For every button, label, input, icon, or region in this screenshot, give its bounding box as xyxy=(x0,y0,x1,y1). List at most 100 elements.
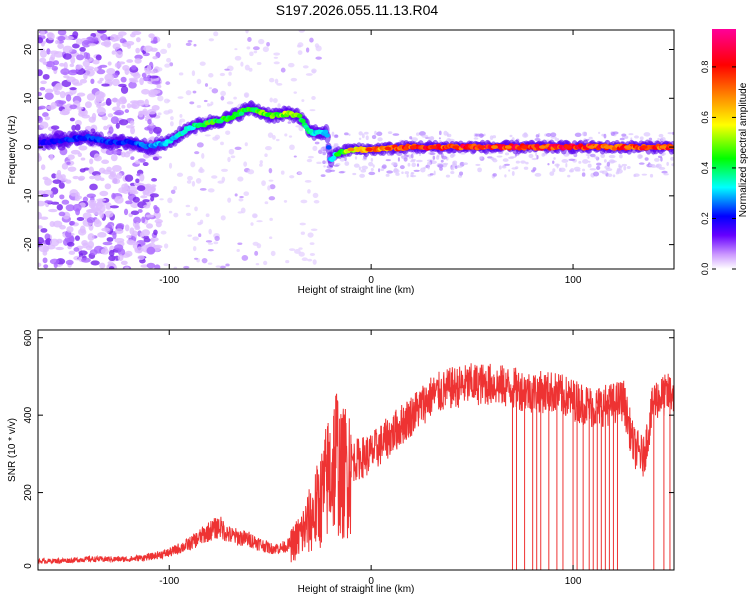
noise-blob xyxy=(79,225,86,234)
noise-blob xyxy=(59,194,65,200)
noise-blob xyxy=(552,168,556,173)
noise-blob xyxy=(655,164,660,168)
noise-blob xyxy=(237,176,244,182)
noise-blob xyxy=(153,204,158,210)
noise-blob xyxy=(492,135,497,139)
noise-blob xyxy=(619,137,625,141)
noise-blob xyxy=(255,262,260,266)
noise-blob xyxy=(574,132,582,137)
noise-blob xyxy=(87,209,94,213)
noise-blob xyxy=(185,212,192,217)
noise-blob xyxy=(409,156,412,159)
noise-blob xyxy=(149,75,159,79)
noise-blob xyxy=(550,136,557,139)
noise-blob xyxy=(581,172,586,177)
noise-blob xyxy=(177,96,184,99)
noise-blob xyxy=(410,153,414,159)
noise-blob xyxy=(501,165,507,169)
noise-blob xyxy=(81,257,91,263)
noise-blob xyxy=(348,133,351,137)
noise-blob xyxy=(515,160,520,164)
noise-blob xyxy=(126,103,132,109)
noise-blob xyxy=(298,30,306,33)
noise-blob xyxy=(358,166,361,171)
noise-blob xyxy=(261,180,266,186)
noise-blob xyxy=(104,210,114,218)
noise-blob xyxy=(67,241,75,247)
noise-blob xyxy=(289,175,295,179)
x-tick-label: 0 xyxy=(368,576,374,587)
noise-blob xyxy=(92,59,100,65)
noise-blob xyxy=(99,262,106,269)
noise-blob xyxy=(621,133,627,137)
noise-blob xyxy=(361,165,368,170)
noise-blob xyxy=(107,113,114,118)
noise-blob xyxy=(84,101,92,109)
noise-blob xyxy=(111,178,121,185)
noise-blob xyxy=(72,43,80,49)
noise-blob xyxy=(50,125,60,130)
noise-blob xyxy=(128,81,137,89)
noise-blob xyxy=(96,107,106,116)
noise-blob xyxy=(196,104,202,108)
noise-blob xyxy=(79,46,86,52)
noise-blob xyxy=(667,132,673,135)
noise-blob xyxy=(52,220,63,228)
noise-blob xyxy=(293,155,297,158)
noise-blob xyxy=(104,73,114,82)
noise-blob xyxy=(165,81,171,85)
noise-blob xyxy=(163,263,169,267)
ridge-peak xyxy=(624,145,632,149)
noise-blob xyxy=(91,37,99,42)
noise-blob xyxy=(338,171,345,174)
noise-blob xyxy=(487,156,493,159)
colorbar-tick-label: 0.0 xyxy=(700,263,710,276)
noise-blob xyxy=(176,172,184,177)
noise-blob xyxy=(49,220,56,227)
noise-blob xyxy=(634,135,639,139)
noise-blob xyxy=(244,64,250,71)
noise-blob xyxy=(134,57,142,64)
noise-blob xyxy=(42,112,49,118)
noise-blob xyxy=(547,162,550,166)
y-tick-label: -10 xyxy=(23,188,34,203)
noise-blob xyxy=(315,45,322,52)
noise-blob xyxy=(354,156,358,160)
noise-blob xyxy=(38,37,44,44)
noise-blob xyxy=(269,184,276,190)
noise-blob xyxy=(114,195,124,204)
noise-blob xyxy=(101,227,111,232)
noise-blob xyxy=(167,42,172,49)
noise-blob xyxy=(289,144,295,151)
noise-blob xyxy=(65,94,72,102)
noise-blob xyxy=(173,266,178,269)
noise-blob xyxy=(268,196,276,201)
noise-blob xyxy=(298,126,304,132)
noise-blob xyxy=(42,73,50,80)
noise-blob xyxy=(268,179,274,182)
noise-blob xyxy=(207,249,214,252)
ridge-peak xyxy=(538,145,546,149)
noise-blob xyxy=(108,249,115,257)
noise-blob xyxy=(141,72,147,78)
noise-blob xyxy=(139,173,145,182)
noise-blob xyxy=(110,34,119,42)
noise-blob xyxy=(411,158,416,162)
noise-blob xyxy=(116,172,123,179)
noise-blob xyxy=(106,166,112,172)
noise-blob xyxy=(69,117,75,122)
noise-blob xyxy=(220,90,226,97)
noise-blob xyxy=(309,252,316,257)
noise-blob xyxy=(269,217,273,221)
noise-blob xyxy=(62,53,72,60)
noise-blob xyxy=(603,159,607,163)
noise-blob xyxy=(117,83,127,88)
noise-blob xyxy=(275,138,280,142)
noise-blob xyxy=(143,237,151,243)
noise-blob xyxy=(205,240,213,243)
noise-blob xyxy=(130,79,139,83)
noise-blob xyxy=(258,38,265,45)
noise-blob xyxy=(245,30,249,34)
